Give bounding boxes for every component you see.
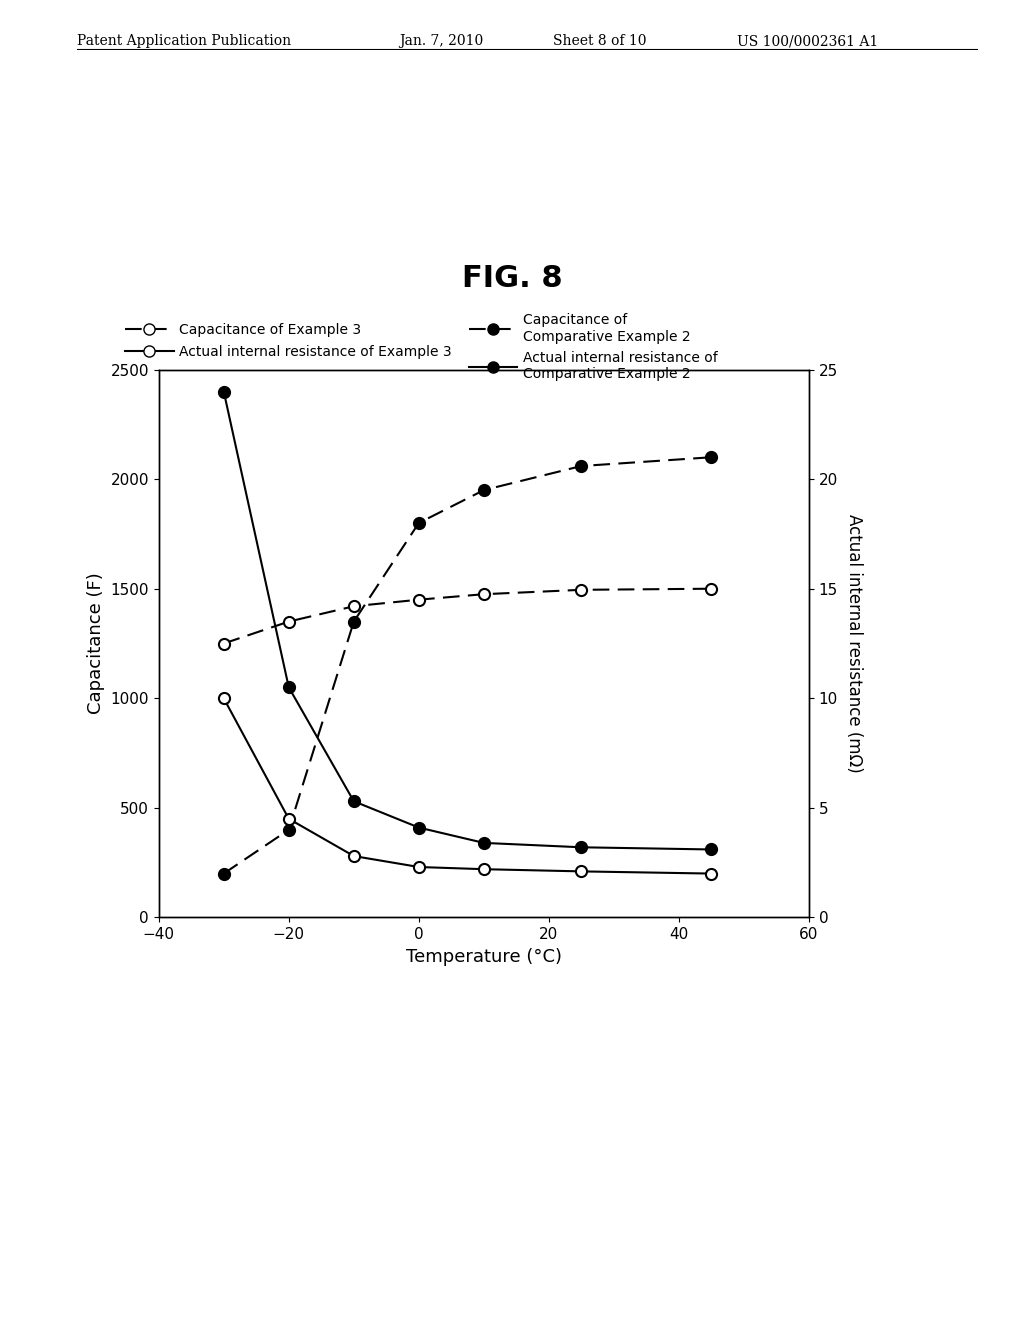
Text: US 100/0002361 A1: US 100/0002361 A1	[737, 34, 879, 49]
Text: FIG. 8: FIG. 8	[462, 264, 562, 293]
Text: Sheet 8 of 10: Sheet 8 of 10	[553, 34, 646, 49]
Y-axis label: Actual internal resistance (mΩ): Actual internal resistance (mΩ)	[845, 513, 863, 774]
Text: Patent Application Publication: Patent Application Publication	[77, 34, 291, 49]
X-axis label: Temperature (°C): Temperature (°C)	[406, 948, 562, 966]
Text: Jan. 7, 2010: Jan. 7, 2010	[399, 34, 483, 49]
Y-axis label: Capacitance (F): Capacitance (F)	[87, 573, 104, 714]
Legend: Capacitance of Example 3, Actual internal resistance of Example 3, Capacitance o: Capacitance of Example 3, Actual interna…	[120, 308, 723, 387]
